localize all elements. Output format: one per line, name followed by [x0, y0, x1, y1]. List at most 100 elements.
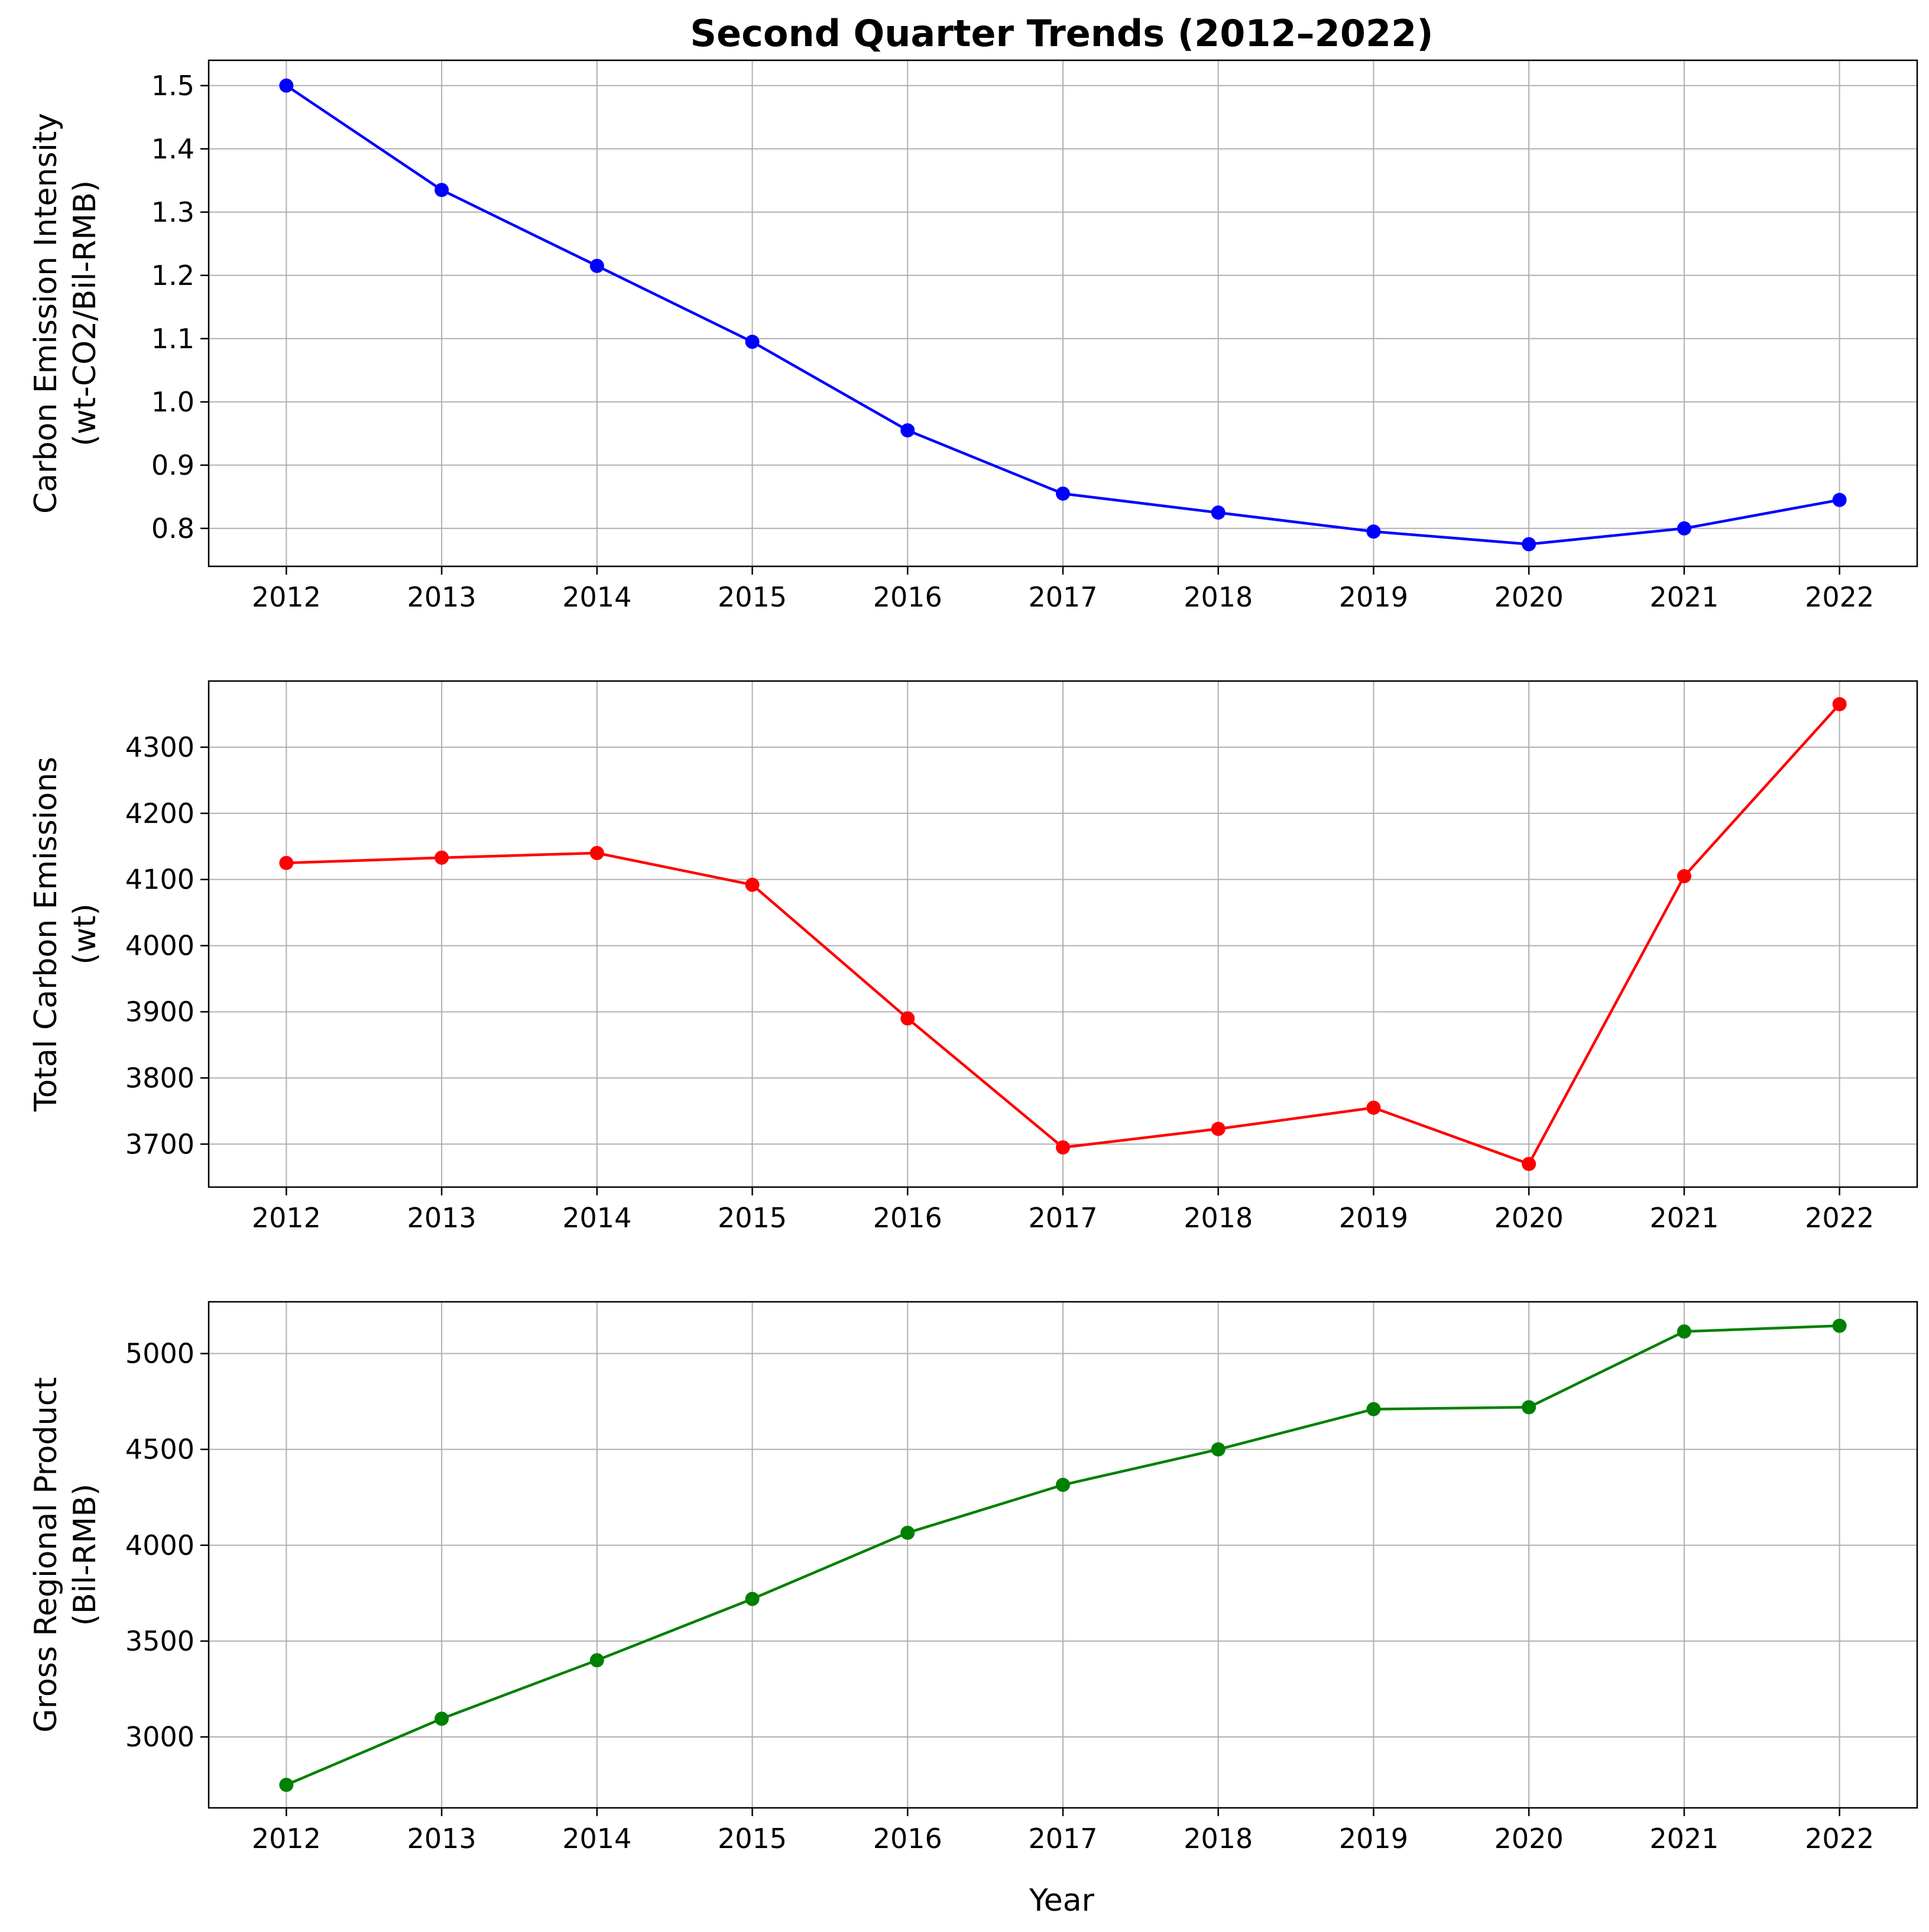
data-point — [1366, 524, 1381, 539]
grid — [209, 1302, 1917, 1808]
x-tick-label: 2017 — [1028, 1823, 1097, 1855]
y-tick-label: 4500 — [125, 1434, 194, 1466]
x-tick-label: 2017 — [1028, 1202, 1097, 1234]
y-tick-label: 4200 — [125, 798, 194, 829]
x-tick-label: 2015 — [718, 1202, 787, 1234]
data-point — [1366, 1100, 1381, 1115]
x-tick-label: 2019 — [1339, 581, 1408, 613]
x-tick-label: 2021 — [1649, 1202, 1719, 1234]
x-tick-label: 2014 — [562, 1202, 631, 1234]
chart-title: Second Quarter Trends (2012–2022) — [690, 12, 1433, 55]
data-point — [1832, 697, 1847, 712]
x-tick-label: 2021 — [1649, 1823, 1719, 1855]
data-point — [1366, 1402, 1381, 1416]
data-point — [745, 335, 760, 349]
x-tick-label: 2022 — [1805, 581, 1874, 613]
x-tick-label: 2022 — [1805, 1823, 1874, 1855]
x-tick-label: 2018 — [1184, 581, 1253, 613]
x-tick-label: 2012 — [252, 1202, 321, 1234]
subplot-3: 2012 2013 2014 2015 2016 2017 2018 2019 2020 2021… — [28, 1301, 1918, 1855]
x-tick-label: 2012 — [252, 1823, 321, 1855]
y-axis-label-line: Gross Regional Product — [28, 1377, 64, 1732]
data-point — [279, 1778, 294, 1792]
x-tick-label: 2019 — [1339, 1823, 1408, 1855]
y-tick-label: 4000 — [125, 1529, 194, 1561]
data-point — [1211, 1121, 1226, 1136]
data-point — [745, 877, 760, 892]
data-point — [589, 845, 604, 860]
y-tick-label: 1.5 — [151, 70, 194, 102]
x-tick-label: 2013 — [407, 581, 476, 613]
data-point — [435, 850, 449, 865]
data-point — [1056, 1140, 1070, 1155]
data-point — [1677, 521, 1691, 536]
data-point — [279, 78, 294, 93]
y-tick-label: 5000 — [125, 1338, 194, 1370]
x-tick-label: 2015 — [718, 1823, 787, 1855]
y-tick-label: 0.9 — [151, 449, 194, 481]
x-tick-label: 2016 — [873, 1823, 942, 1855]
x-tick-label: 2016 — [873, 1202, 942, 1234]
data-point — [1522, 1400, 1536, 1415]
y-tick-label: 4000 — [125, 930, 194, 962]
data-point — [900, 1525, 915, 1540]
y-tick-label: 1.0 — [151, 386, 194, 418]
y-tick-label: 3800 — [125, 1062, 194, 1094]
x-tick-label: 2018 — [1184, 1202, 1253, 1234]
data-point — [745, 1591, 760, 1606]
data-point — [1056, 1477, 1070, 1492]
subplot-2: 2012 2013 2014 2015 2016 2017 2018 2019 2020 2021… — [28, 680, 1918, 1234]
y-tick-label: 1.3 — [151, 196, 194, 228]
x-tick-label: 2014 — [562, 581, 631, 613]
data-point — [900, 423, 915, 437]
x-tick-label: 2020 — [1494, 581, 1564, 613]
data-point — [1522, 537, 1536, 552]
y-tick-label: 0.8 — [151, 513, 194, 544]
y-tick-label: 1.4 — [151, 133, 194, 165]
x-tick-label: 2018 — [1184, 1823, 1253, 1855]
x-tick-label: 2012 — [252, 581, 321, 613]
y-tick-label: 3000 — [125, 1721, 194, 1753]
data-point — [1211, 505, 1226, 520]
y-tick-label: 1.2 — [151, 260, 194, 291]
data-point — [1522, 1156, 1536, 1171]
data-point — [435, 1711, 449, 1726]
data-point — [1832, 492, 1847, 507]
data-point — [1677, 1324, 1691, 1339]
x-tick-label: 2019 — [1339, 1202, 1408, 1234]
x-tick-label: 2022 — [1805, 1202, 1874, 1234]
data-point — [1832, 1318, 1847, 1333]
x-tick-label: 2017 — [1028, 581, 1097, 613]
x-tick-label: 2013 — [407, 1202, 476, 1234]
data-point — [589, 1653, 604, 1668]
x-tick-label: 2015 — [718, 581, 787, 613]
x-tick-label: 2020 — [1494, 1823, 1564, 1855]
subplot-group: 2012 2013 2014 2015 2016 2017 2018 2019 2020 2021… — [28, 59, 1918, 1855]
data-point — [1211, 1442, 1226, 1457]
y-tick-label: 1.1 — [151, 323, 194, 355]
y-axis-label-line: Carbon Emission Intensity — [28, 113, 64, 514]
grid — [209, 60, 1917, 566]
y-tick-label: 4100 — [125, 864, 194, 896]
y-axis-label: Carbon Emission Intensity (wt-CO2/Bil-RMB… — [28, 113, 103, 514]
y-axis-label-line: (wt) — [67, 903, 103, 965]
x-tick-label: 2021 — [1649, 581, 1719, 613]
y-axis-label: Total Carbon Emissions (wt) — [28, 757, 103, 1112]
data-point — [900, 1011, 915, 1026]
y-axis-label-line: (Bil-RMB) — [67, 1484, 103, 1626]
subplot-1: 2012 2013 2014 2015 2016 2017 2018 2019 2020 2021… — [28, 59, 1918, 613]
y-axis-label-line: Total Carbon Emissions — [28, 757, 64, 1112]
data-point — [1056, 486, 1070, 501]
data-point — [589, 258, 604, 273]
y-axis-label-line: (wt-CO2/Bil-RMB) — [67, 180, 103, 446]
x-tick-label: 2013 — [407, 1823, 476, 1855]
data-point — [1677, 869, 1691, 884]
x-axis-label: Year — [1029, 1883, 1095, 1918]
y-tick-label: 4300 — [125, 731, 194, 763]
y-axis-label: Gross Regional Product (Bil-RMB) — [28, 1377, 103, 1732]
x-tick-label: 2020 — [1494, 1202, 1564, 1234]
y-tick-label: 3900 — [125, 996, 194, 1027]
grid — [209, 681, 1917, 1187]
